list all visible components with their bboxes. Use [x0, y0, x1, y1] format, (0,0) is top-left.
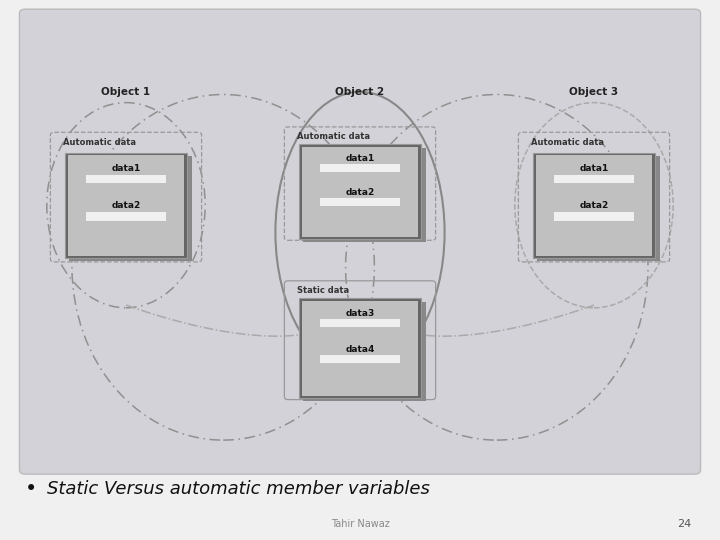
Text: Object 3: Object 3 — [570, 87, 618, 97]
FancyBboxPatch shape — [303, 301, 426, 402]
FancyBboxPatch shape — [68, 154, 184, 255]
Text: •: • — [25, 478, 37, 499]
Text: Automatic data: Automatic data — [63, 138, 135, 147]
Text: Tahir Nawaz: Tahir Nawaz — [330, 519, 390, 529]
FancyBboxPatch shape — [320, 198, 400, 206]
FancyBboxPatch shape — [537, 156, 660, 261]
Text: 24: 24 — [677, 519, 691, 529]
Text: Static Versus automatic member variables: Static Versus automatic member variables — [47, 480, 430, 498]
Text: data1: data1 — [112, 164, 140, 173]
FancyBboxPatch shape — [19, 9, 701, 474]
Text: data1: data1 — [580, 164, 608, 173]
FancyBboxPatch shape — [69, 156, 192, 261]
Text: data3: data3 — [346, 309, 374, 318]
Text: data2: data2 — [580, 201, 608, 211]
FancyBboxPatch shape — [533, 152, 655, 258]
FancyBboxPatch shape — [320, 355, 400, 363]
FancyBboxPatch shape — [65, 152, 187, 258]
FancyBboxPatch shape — [302, 146, 418, 237]
FancyBboxPatch shape — [320, 164, 400, 172]
FancyBboxPatch shape — [554, 175, 634, 183]
Text: Object 1: Object 1 — [102, 87, 150, 97]
Text: data2: data2 — [346, 188, 374, 197]
FancyBboxPatch shape — [86, 175, 166, 183]
Text: Object 2: Object 2 — [336, 87, 384, 97]
FancyBboxPatch shape — [554, 212, 634, 221]
Text: Automatic data: Automatic data — [531, 138, 603, 147]
Text: Automatic data: Automatic data — [297, 132, 369, 141]
FancyBboxPatch shape — [536, 154, 652, 255]
Text: data4: data4 — [346, 345, 374, 354]
FancyBboxPatch shape — [86, 212, 166, 221]
Text: data1: data1 — [346, 154, 374, 163]
Text: data2: data2 — [112, 201, 140, 211]
FancyBboxPatch shape — [299, 298, 421, 399]
FancyBboxPatch shape — [303, 148, 426, 242]
FancyBboxPatch shape — [320, 319, 400, 327]
FancyBboxPatch shape — [302, 300, 418, 396]
Text: Static data: Static data — [297, 286, 348, 295]
FancyBboxPatch shape — [299, 145, 421, 239]
